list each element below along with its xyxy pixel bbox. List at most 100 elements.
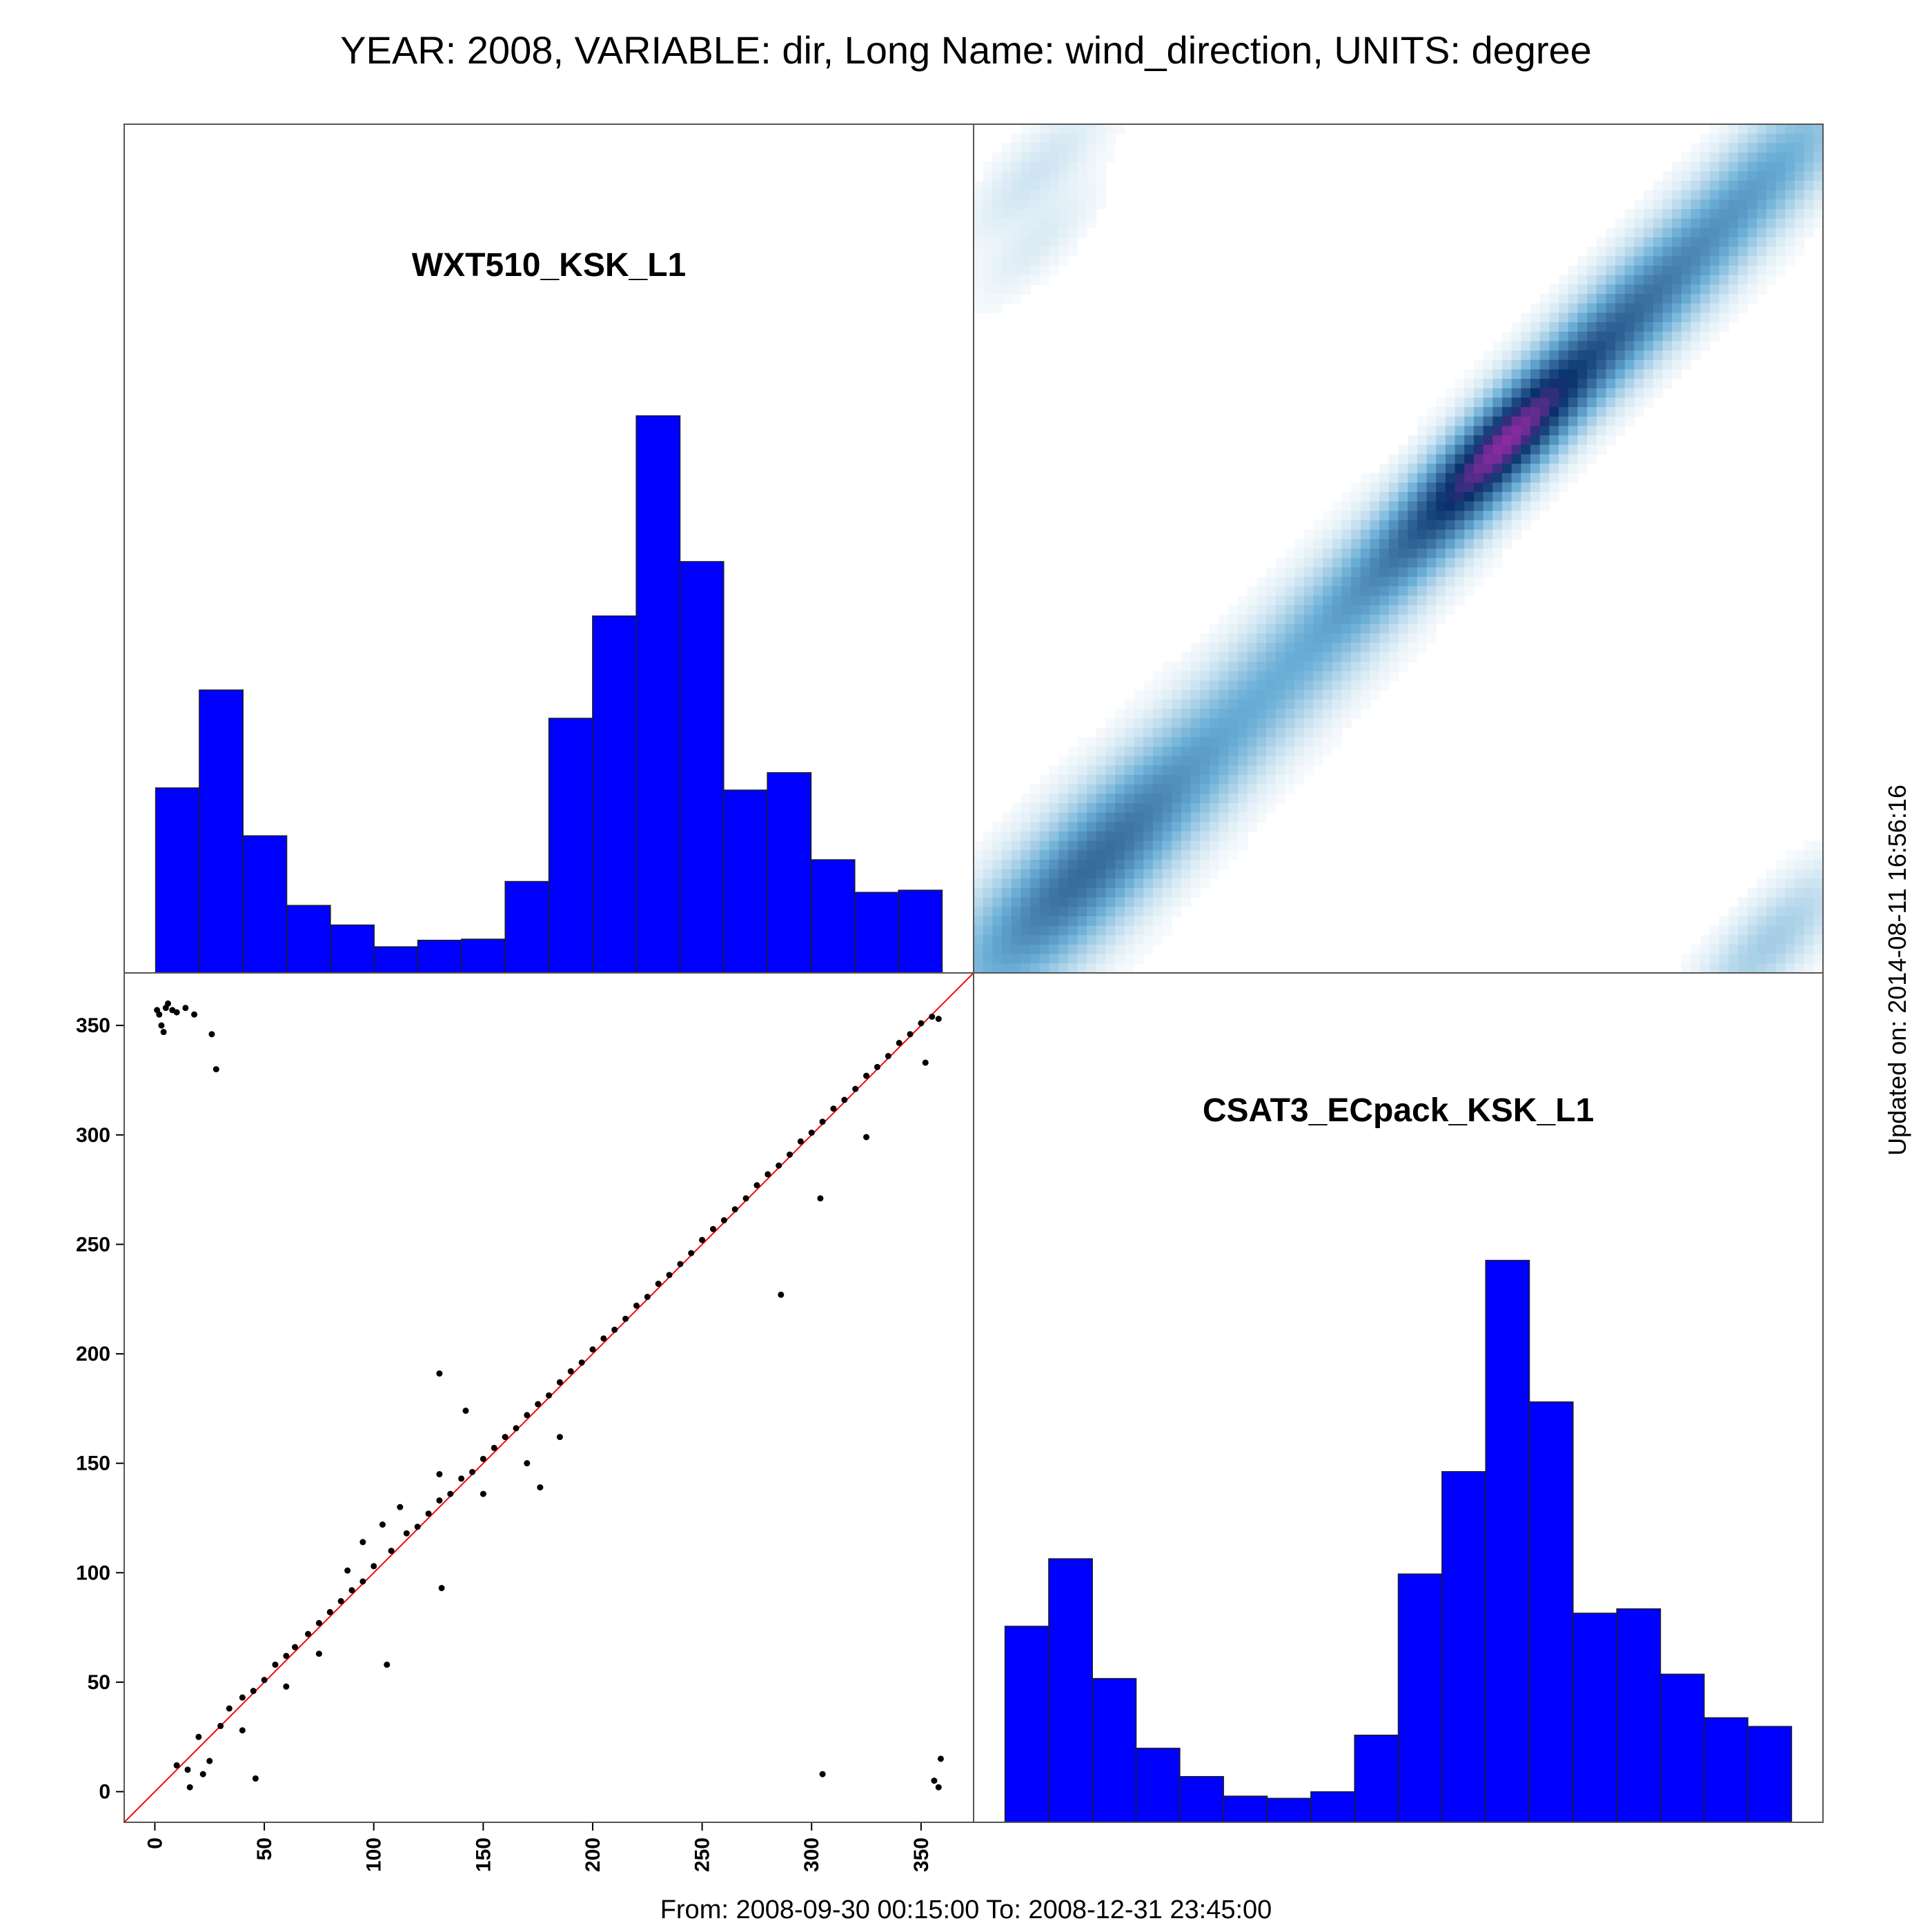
density-cell (1672, 369, 1682, 379)
density-cell (1417, 511, 1428, 521)
density-cell (1030, 878, 1041, 889)
density-cell (1587, 359, 1597, 370)
density-cell (1323, 652, 1333, 662)
density-cell (1559, 351, 1569, 361)
density-cell (1624, 341, 1635, 351)
density-cell (1653, 388, 1664, 398)
density-cell (1049, 888, 1059, 898)
density-cell (1417, 416, 1428, 426)
density-cell (1719, 266, 1729, 276)
density-cell (1285, 577, 1295, 587)
density-cell (1662, 171, 1673, 181)
density-cell (1747, 133, 1757, 144)
density-cell (1501, 444, 1512, 455)
density-cell (983, 246, 993, 257)
density-cell (1219, 614, 1229, 624)
density-cell (1766, 275, 1777, 285)
density-cell (1275, 709, 1285, 719)
density-cell (1190, 662, 1201, 672)
density-cell (1172, 756, 1182, 766)
density-cell (1615, 369, 1626, 379)
density-cell (1662, 284, 1673, 295)
density-cell (1049, 181, 1059, 191)
density-cell (1285, 567, 1295, 578)
density-cell (1124, 831, 1135, 842)
density-cell (1087, 190, 1097, 200)
density-cell (1417, 482, 1428, 493)
density-cell (1049, 784, 1059, 794)
density-cell (1360, 633, 1371, 644)
density-cell (1370, 595, 1380, 606)
density-cell (1115, 916, 1125, 927)
scatter-point (291, 1644, 298, 1650)
density-cell (992, 935, 1003, 945)
density-cell (1757, 161, 1767, 172)
density-cell (1209, 624, 1220, 634)
density-cell (1228, 642, 1239, 653)
density-cell (1794, 237, 1805, 248)
density-cell (1058, 228, 1069, 238)
density-cell (1681, 218, 1692, 228)
density-cell (1313, 747, 1323, 757)
density-cell (1388, 511, 1399, 521)
density-cell (1285, 718, 1295, 729)
density-cell (1285, 737, 1295, 747)
density-cell (1341, 718, 1352, 729)
density-cell (1634, 284, 1644, 295)
density-cell (1709, 190, 1720, 200)
density-cell (1766, 878, 1777, 889)
density-cell (1313, 595, 1323, 606)
density-cell (1794, 209, 1805, 219)
density-cell (1794, 161, 1805, 172)
density-cell (1709, 925, 1720, 936)
density-cell (1039, 916, 1050, 927)
density-cell (1690, 331, 1701, 342)
density-cell (1143, 822, 1154, 832)
density-cell (1672, 275, 1682, 285)
density-cell (1587, 256, 1597, 266)
density-cell (1511, 492, 1521, 502)
density-cell (1492, 549, 1503, 559)
density-cell (1436, 595, 1446, 606)
density-cell (1067, 822, 1078, 832)
scatter-point (326, 1608, 333, 1615)
density-cell (1303, 718, 1314, 729)
density-cell (1134, 954, 1144, 964)
density-cell (1323, 595, 1333, 606)
density-cell (1370, 642, 1380, 653)
density-cell (1172, 690, 1182, 700)
density-cell (1247, 671, 1257, 681)
density-cell (1266, 671, 1276, 681)
density-cell (1379, 595, 1390, 606)
density-cell (1577, 454, 1588, 464)
density-cell (1002, 935, 1012, 945)
density-cell (1237, 812, 1248, 822)
density-cell (1737, 199, 1748, 210)
density-cell (1360, 549, 1371, 559)
density-cell (1323, 671, 1333, 681)
density-cell (1190, 831, 1201, 842)
density-cell (1624, 416, 1635, 426)
density-cell (1172, 888, 1182, 898)
density-cell (1134, 756, 1144, 766)
density-cell (1294, 756, 1305, 766)
density-cell (1653, 266, 1664, 276)
density-cell (1172, 812, 1182, 822)
density-cell (1615, 284, 1626, 295)
density-cell (1030, 171, 1041, 181)
density-cell (1030, 784, 1041, 794)
density-cell (1737, 945, 1748, 955)
density-cell (1209, 709, 1220, 719)
density-cell (1039, 181, 1050, 191)
density-cell (1303, 690, 1314, 700)
density-cell (1115, 803, 1125, 814)
scatter-point (199, 1771, 206, 1777)
density-cell (1473, 473, 1484, 483)
histogram-bar (854, 891, 899, 974)
density-cell (1134, 878, 1144, 889)
density-cell (1323, 605, 1333, 615)
density-cell (1492, 379, 1503, 389)
density-cell (1247, 614, 1257, 624)
density-cell (1067, 803, 1078, 814)
density-cell (1228, 699, 1239, 709)
